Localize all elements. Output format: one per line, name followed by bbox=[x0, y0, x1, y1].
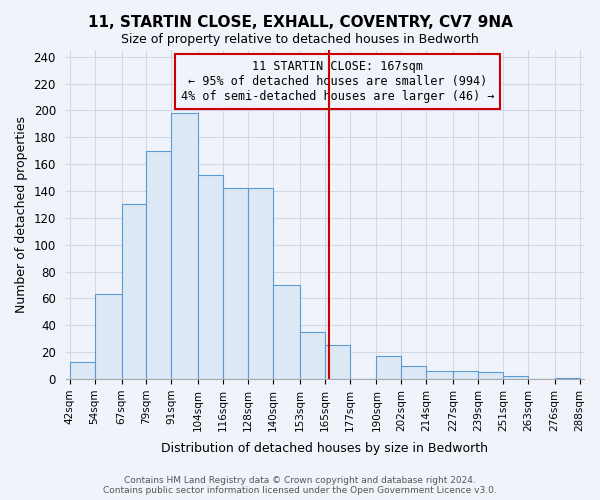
Bar bbox=[122, 204, 146, 379]
Bar bbox=[198, 175, 223, 379]
Bar bbox=[273, 285, 300, 379]
Text: Size of property relative to detached houses in Bedworth: Size of property relative to detached ho… bbox=[121, 32, 479, 46]
Text: 11 STARTIN CLOSE: 167sqm
← 95% of detached houses are smaller (994)
4% of semi-d: 11 STARTIN CLOSE: 167sqm ← 95% of detach… bbox=[181, 60, 494, 103]
Bar bbox=[401, 366, 426, 379]
Y-axis label: Number of detached properties: Number of detached properties bbox=[15, 116, 28, 313]
Bar bbox=[70, 362, 95, 379]
Bar bbox=[453, 371, 478, 379]
Text: Contains HM Land Registry data © Crown copyright and database right 2024.
Contai: Contains HM Land Registry data © Crown c… bbox=[103, 476, 497, 495]
Text: 11, STARTIN CLOSE, EXHALL, COVENTRY, CV7 9NA: 11, STARTIN CLOSE, EXHALL, COVENTRY, CV7… bbox=[88, 15, 512, 30]
Bar bbox=[478, 372, 503, 379]
Bar bbox=[376, 356, 401, 379]
Bar bbox=[555, 378, 580, 379]
Bar bbox=[325, 346, 350, 379]
Bar bbox=[223, 188, 248, 379]
Bar bbox=[248, 188, 273, 379]
Bar bbox=[95, 294, 122, 379]
Bar bbox=[503, 376, 528, 379]
X-axis label: Distribution of detached houses by size in Bedworth: Distribution of detached houses by size … bbox=[161, 442, 488, 455]
Bar bbox=[172, 113, 198, 379]
Bar bbox=[300, 332, 325, 379]
Bar bbox=[426, 371, 453, 379]
Bar bbox=[146, 150, 172, 379]
